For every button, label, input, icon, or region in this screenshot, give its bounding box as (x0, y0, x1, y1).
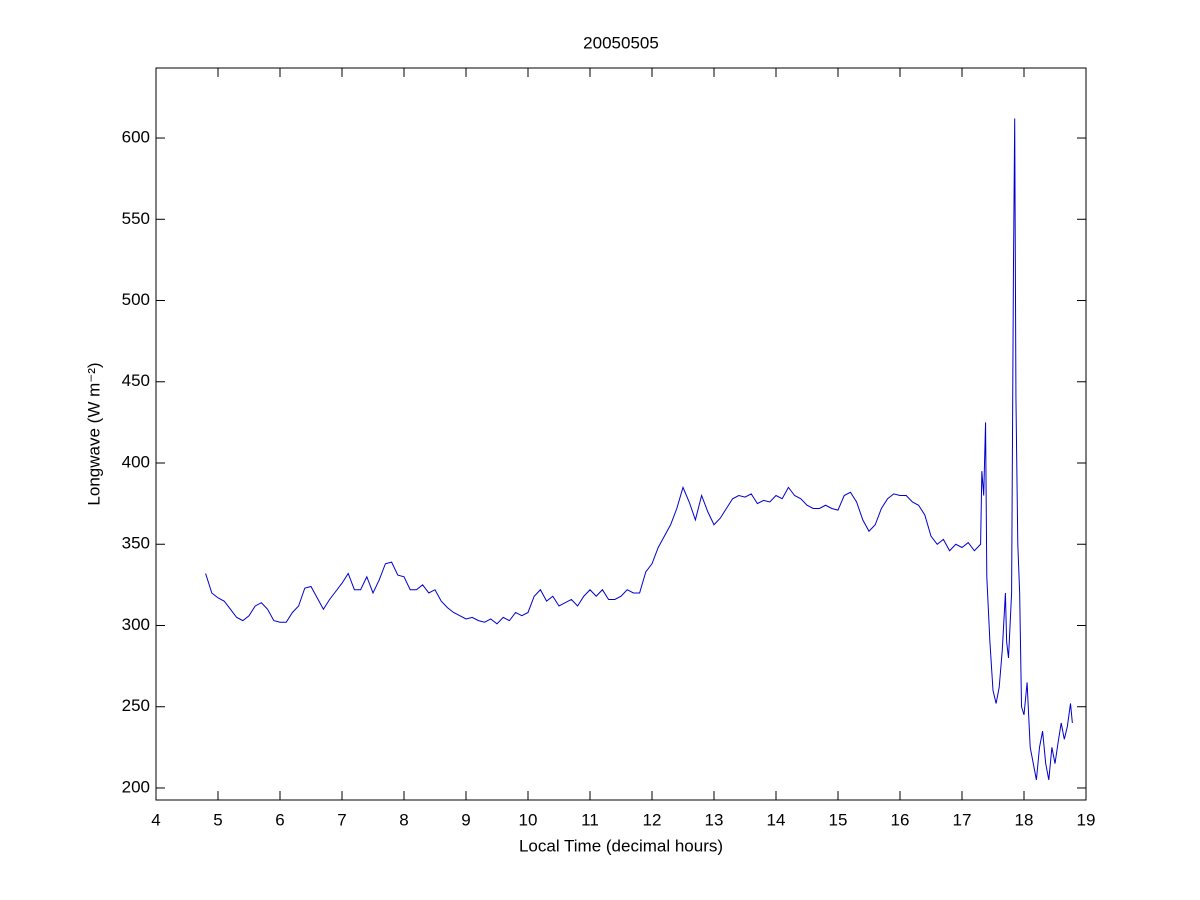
y-tick-label: 200 (122, 777, 150, 796)
chart-title: 20050505 (583, 33, 659, 52)
plot-frame (155, 67, 1087, 801)
y-tick-label: 400 (122, 452, 150, 471)
x-tick-label: 16 (891, 810, 910, 829)
x-tick-label: 17 (953, 810, 972, 829)
x-tick-label: 10 (519, 810, 538, 829)
x-tick-label: 6 (275, 810, 284, 829)
x-tick-label: 12 (643, 810, 662, 829)
x-axis-label: Local Time (decimal hours) (519, 836, 723, 855)
x-tick-label: 4 (151, 810, 160, 829)
y-tick-label: 600 (122, 128, 150, 147)
y-tick-label: 550 (122, 209, 150, 228)
y-tick-label: 250 (122, 696, 150, 715)
x-tick-label: 15 (829, 810, 848, 829)
x-tick-label: 19 (1077, 810, 1096, 829)
y-tick-label: 500 (122, 290, 150, 309)
y-axis-label: Longwave (W m⁻²) (84, 362, 103, 505)
x-tick-label: 11 (581, 810, 599, 829)
data-line (205, 118, 1073, 780)
x-tick-label: 9 (461, 810, 470, 829)
x-tick-label: 7 (337, 810, 346, 829)
x-tick-label: 13 (705, 810, 724, 829)
y-tick-label: 300 (122, 615, 150, 634)
x-tick-label: 8 (399, 810, 408, 829)
y-tick-label: 350 (122, 534, 150, 553)
x-tick-label: 18 (1015, 810, 1034, 829)
x-tick-label: 5 (213, 810, 222, 829)
y-tick-label: 450 (122, 371, 150, 390)
x-tick-label: 14 (767, 810, 786, 829)
